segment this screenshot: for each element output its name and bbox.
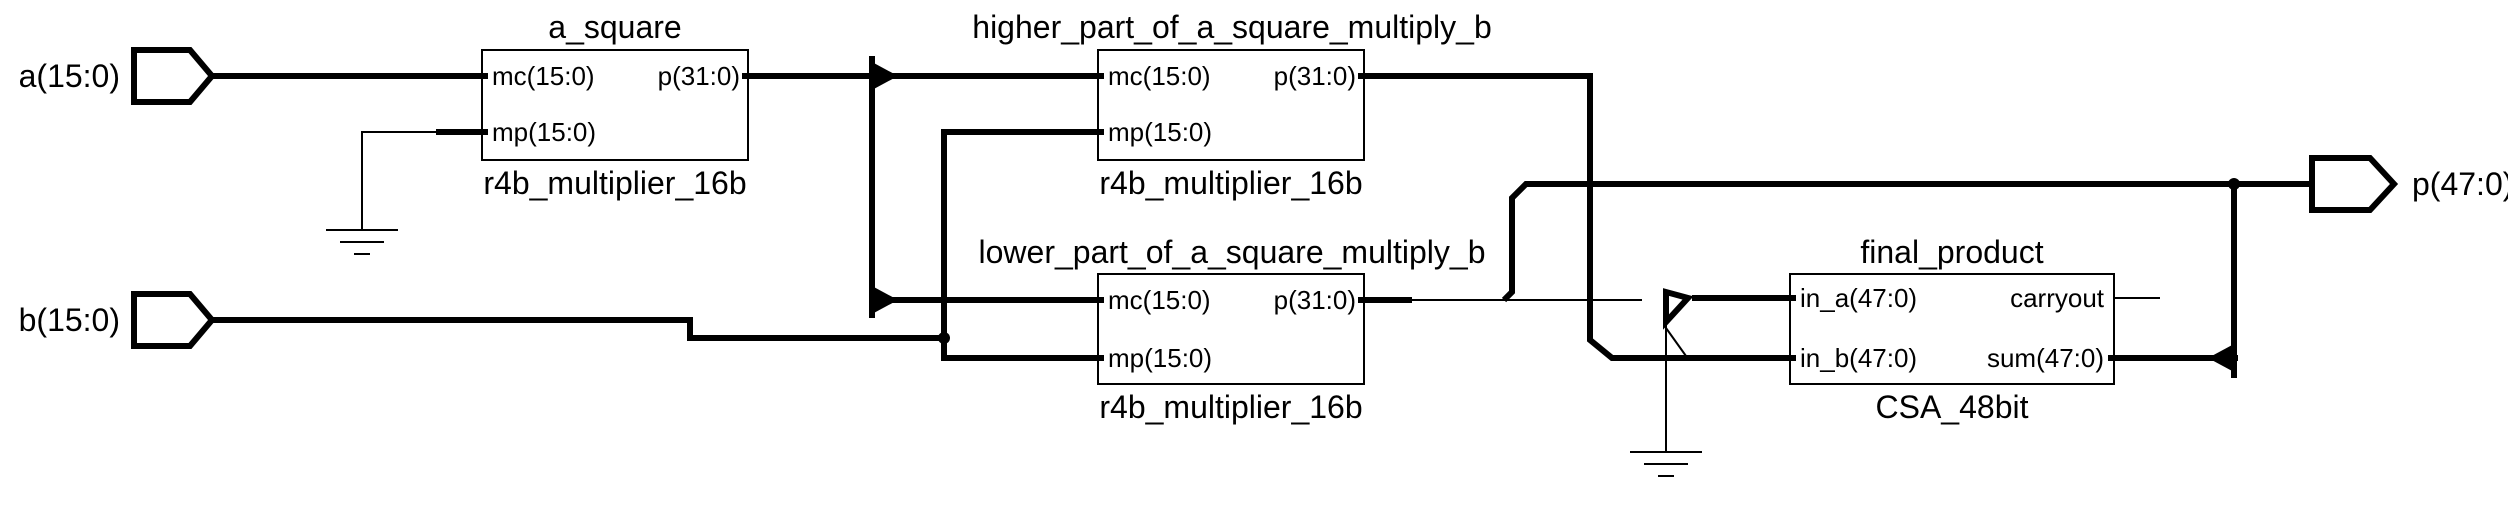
port-mp: mp(15:0) bbox=[1108, 343, 1212, 373]
port-pin-icon bbox=[1098, 73, 1104, 79]
input-port-icon bbox=[131, 291, 216, 349]
input-a-label: a(15:0) bbox=[19, 58, 120, 94]
input-a[interactable]: a(15:0) bbox=[19, 47, 216, 105]
bus-ripper-icon bbox=[1663, 288, 1694, 330]
bus-rippers bbox=[872, 62, 2234, 372]
port-pin-icon bbox=[482, 129, 488, 135]
wire-b-to-higher-mp[interactable] bbox=[941, 129, 1098, 338]
port-pin-icon bbox=[1358, 297, 1364, 303]
port-pin-icon bbox=[1790, 295, 1796, 301]
block-final-product-module: CSA_48bit bbox=[1876, 389, 2029, 425]
port-in-b: in_b(47:0) bbox=[1800, 343, 1917, 373]
output-p-label: p(47:0) bbox=[2412, 166, 2508, 202]
block-a-square-module: r4b_multiplier_16b bbox=[483, 165, 746, 201]
block-a-square[interactable]: a_square mc(15:0) mp(15:0) p(31:0) r4b_m… bbox=[481, 9, 749, 201]
port-mp: mp(15:0) bbox=[1108, 117, 1212, 147]
port-pin-icon bbox=[1098, 297, 1104, 303]
block-a-square-instance: a_square bbox=[548, 9, 681, 45]
block-lower-body bbox=[1097, 273, 1365, 385]
wire-to-output-p[interactable] bbox=[1501, 181, 2312, 303]
port-pin-icon bbox=[1358, 73, 1364, 79]
port-pin-icon bbox=[1098, 129, 1104, 135]
port-carryout: carryout bbox=[2010, 283, 2105, 313]
wire-b-input[interactable] bbox=[210, 317, 944, 341]
bus-ripper-icon bbox=[872, 286, 898, 314]
port-pin-icon bbox=[2108, 355, 2114, 361]
block-higher-module: r4b_multiplier_16b bbox=[1099, 165, 1362, 201]
block-final-product[interactable]: final_product in_a(47:0) in_b(47:0) carr… bbox=[1789, 234, 2115, 425]
wire-higher-p-to-csa-inb[interactable] bbox=[1364, 73, 1790, 361]
port-p: p(31:0) bbox=[658, 61, 740, 91]
bus-ripper-icon bbox=[2208, 344, 2234, 372]
port-sum: sum(47:0) bbox=[1987, 343, 2104, 373]
block-a-square-body bbox=[481, 49, 749, 161]
block-lower-module: r4b_multiplier_16b bbox=[1099, 389, 1362, 425]
bus-ripper-icon bbox=[872, 62, 898, 90]
ground-icon bbox=[326, 229, 398, 255]
port-p: p(31:0) bbox=[1274, 285, 1356, 315]
block-higher-instance: higher_part_of_a_square_multiply_b bbox=[972, 9, 1491, 45]
port-pin-icon bbox=[1790, 355, 1796, 361]
output-port-icon bbox=[2309, 155, 2399, 213]
port-in-a: in_a(47:0) bbox=[1800, 283, 1917, 313]
input-b-label: b(15:0) bbox=[19, 302, 120, 338]
block-higher[interactable]: higher_part_of_a_square_multiply_b mc(15… bbox=[972, 9, 1491, 201]
block-final-product-instance: final_product bbox=[1860, 234, 2043, 270]
port-pin-icon bbox=[1098, 355, 1104, 361]
input-b[interactable]: b(15:0) bbox=[19, 291, 216, 349]
wire-a-square-mp-ground bbox=[361, 131, 436, 230]
block-lower[interactable]: lower_part_of_a_square_multiply_b mc(15:… bbox=[979, 234, 1486, 425]
port-p: p(31:0) bbox=[1274, 61, 1356, 91]
wire-b-to-lower-mp[interactable] bbox=[941, 338, 1098, 361]
junction-dot-icon bbox=[938, 332, 950, 344]
input-port-icon bbox=[131, 47, 216, 105]
junction-dot-icon bbox=[2228, 178, 2240, 190]
wires bbox=[210, 56, 2312, 452]
ground-icon bbox=[1630, 451, 1702, 477]
port-mp: mp(15:0) bbox=[492, 117, 596, 147]
block-final-product-body bbox=[1789, 273, 2115, 385]
port-mc: mc(15:0) bbox=[1108, 285, 1211, 315]
port-mc: mc(15:0) bbox=[1108, 61, 1211, 91]
port-mc: mc(15:0) bbox=[492, 61, 595, 91]
port-pin-icon bbox=[482, 73, 488, 79]
block-higher-body bbox=[1097, 49, 1365, 161]
port-pin-icon bbox=[742, 73, 748, 79]
block-lower-instance: lower_part_of_a_square_multiply_b bbox=[979, 234, 1486, 270]
output-p[interactable]: p(47:0) bbox=[2309, 155, 2508, 213]
